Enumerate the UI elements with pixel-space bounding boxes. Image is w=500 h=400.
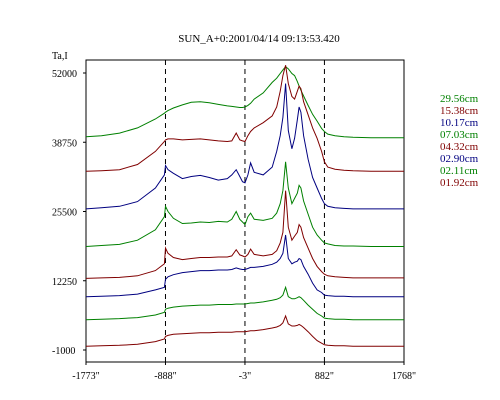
x-tick-label: 1768"	[392, 371, 416, 382]
legend-entry: 15.38cm	[440, 105, 479, 117]
x-axis-ticks: -1773" -888" -3" 882" 1768"	[72, 362, 416, 382]
y-tick-label: 25500	[52, 208, 77, 219]
series-line-10.17cm	[85, 83, 404, 210]
series-line-29.56cm	[85, 66, 404, 139]
series-line-04.32cm	[85, 190, 404, 279]
x-tick-label: -1773"	[72, 371, 99, 382]
legend-entry: 10.17cm	[440, 117, 479, 129]
legend-entry: 07.03cm	[440, 129, 479, 141]
x-tick-label: -3"	[239, 371, 251, 382]
y-tick-label: 38750	[52, 138, 77, 149]
series-lines	[85, 65, 404, 347]
x-tick-label: 882"	[315, 371, 334, 382]
x-tick-label: -888"	[154, 371, 176, 382]
legend-entry: 04.32cm	[440, 141, 479, 153]
legend-entry: 02.90cm	[440, 153, 479, 165]
legend-entry: 29.56cm	[440, 93, 479, 105]
y-tick-label: 12250	[52, 277, 77, 288]
legend-entry: 01.92cm	[440, 177, 479, 189]
legend-entry: 02.11cm	[440, 165, 478, 177]
series-line-02.90cm	[85, 234, 404, 298]
series-line-15.38cm	[85, 65, 404, 172]
series-line-02.11cm	[85, 285, 404, 321]
series-line-07.03cm	[85, 161, 404, 247]
y-tick-label: -1000	[52, 346, 75, 357]
y-tick-label: 52000	[52, 69, 77, 80]
y-axis-label: Ta,I	[52, 51, 68, 62]
y-axis-ticks: 52000 38750 25500 12250 -1000	[52, 69, 86, 357]
series-line-01.92cm	[85, 314, 404, 347]
chart-title: SUN_A+0:2001/04/14 09:13:53.420	[178, 33, 340, 45]
dashed-markers	[164, 60, 325, 362]
